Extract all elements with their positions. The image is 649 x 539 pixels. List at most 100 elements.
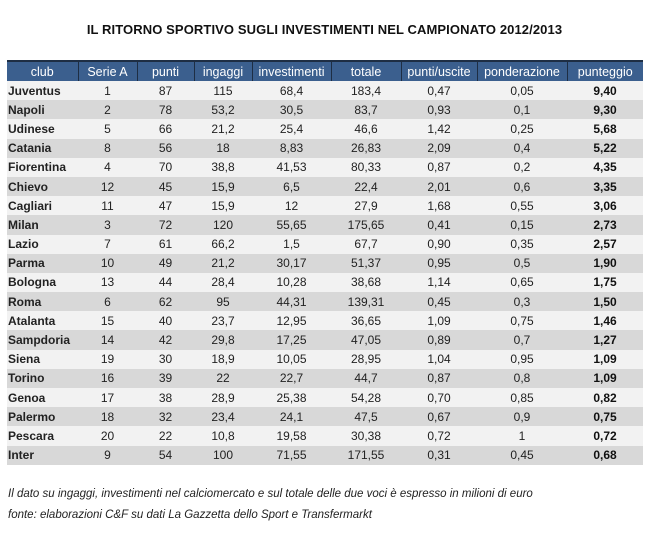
cell-investimenti: 17,25 [276,333,307,348]
cell-ingaggi: 22 [216,371,230,386]
cell-ingaggi: 29,8 [211,333,235,348]
cell-ponderazione: 0,2 [513,160,531,175]
table-title: IL RITORNO SPORTIVO SUGLI INVESTIMENTI N… [86,22,563,37]
cell-serie-a: 1 [104,83,111,98]
table-row: Sampdoria 14 42 29,8 17,25 47,05 0,89 0,7 1,27 [7,330,643,350]
cell-ponderazione: 0,25 [510,121,534,136]
cell-ingaggi: 18 [216,141,230,156]
cell-totale: 51,37 [350,256,382,271]
table-row: Inter 9 54 100 71,55 171,55 0,31 0,45 0,68 [7,445,643,465]
cell-investimenti: 6,5 [283,179,300,194]
cell-ingaggi: 15,9 [211,179,235,194]
column-header-totale: totale [330,61,401,81]
cell-punteggio: 9,40 [593,83,617,98]
cell-punteggio: 2,73 [593,217,617,232]
cell-punti-uscite: 1,09 [427,313,451,328]
cell-punti-uscite: 2,01 [427,179,451,194]
cell-punti: 78 [158,102,173,117]
cell-punti: 87 [158,83,173,98]
cell-punti: 38 [158,390,173,405]
cell-punti-uscite: 0,72 [427,428,451,443]
club-name: Cagliari [8,198,53,213]
cell-punti: 45 [158,179,173,194]
cell-totale: 26,83 [350,141,382,156]
cell-ingaggi: 10,8 [211,428,235,443]
cell-serie-a: 18 [100,409,115,424]
cell-ponderazione: 0,1 [513,102,531,117]
cell-punteggio: 5,68 [593,121,617,136]
cell-punti: 30 [158,352,173,367]
cell-punti-uscite: 1,14 [427,275,451,290]
note-source: fonte: elaborazioni C&F su dati La Gazze… [8,509,372,521]
cell-punti: 56 [158,141,173,156]
cell-punteggio: 0,72 [593,428,617,443]
cell-punteggio: 3,35 [593,179,617,194]
cell-totale: 47,05 [350,333,382,348]
cell-punteggio: 4,35 [593,160,617,175]
cell-serie-a: 3 [104,217,111,232]
club-name: Torino [8,371,45,386]
cell-investimenti: 30,5 [279,102,304,117]
cell-punteggio: 9,30 [593,102,617,117]
cell-ingaggi: 23,7 [211,313,235,328]
table-row: Pescara 20 22 10,8 19,58 30,38 0,72 1 0,72 [7,426,643,446]
cell-punti: 39 [158,371,173,386]
club-name: Pescara [8,428,55,443]
cell-ponderazione: 0,75 [510,313,534,328]
cell-ponderazione: 0,3 [513,294,531,309]
cell-totale: 22,4 [354,179,378,194]
cell-ingaggi: 95 [216,294,230,309]
cell-punteggio: 1,75 [593,275,617,290]
cell-punti: 49 [158,256,173,271]
cell-serie-a: 13 [100,275,115,290]
cell-totale: 28,95 [350,352,382,367]
cell-punti-uscite: 0,45 [427,294,451,309]
cell-investimenti: 22,7 [279,371,304,386]
cell-ingaggi: 21,2 [211,121,235,136]
cell-serie-a: 11 [101,198,114,213]
club-name: Inter [8,448,35,463]
cell-totale: 27,9 [354,198,378,213]
cell-punti: 54 [158,448,173,463]
club-name: Napoli [8,102,45,117]
column-header-club: club [7,61,78,81]
cell-ingaggi: 38,8 [211,160,235,175]
table-row: Genoa 17 38 28,9 25,38 54,28 0,70 0,85 0,82 [7,388,643,408]
cell-totale: 44,7 [354,371,378,386]
cell-investimenti: 10,28 [276,275,307,290]
cell-punti: 40 [158,313,173,328]
table-row: Roma 6 62 95 44,31 139,31 0,45 0,3 1,50 [7,292,643,312]
cell-ingaggi: 66,2 [211,237,235,252]
table-row: Atalanta 15 40 23,7 12,95 36,65 1,09 0,75 1,46 [7,311,643,331]
cell-totale: 183,4 [350,83,382,98]
cell-serie-a: 14 [100,333,115,348]
cell-ponderazione: 0,6 [513,179,531,194]
cell-serie-a: 6 [104,294,111,309]
cell-totale: 67,7 [354,237,378,252]
cell-ingaggi: 28,9 [211,390,235,405]
cell-totale: 54,28 [350,390,382,405]
cell-punti: 66 [158,121,173,136]
cell-serie-a: 16 [100,371,115,386]
cell-punti-uscite: 0,41 [427,217,451,232]
club-name: Atalanta [8,313,56,328]
cell-totale: 175,65 [347,217,385,232]
column-header-punti-uscite: punti/uscite [400,61,477,81]
cell-punti: 44 [158,275,173,290]
cell-punti: 22 [158,428,173,443]
cell-ponderazione: 0,15 [510,217,534,232]
cell-punti: 42 [158,333,173,348]
cell-investimenti: 41,53 [276,160,307,175]
club-name: Sampdoria [8,333,71,348]
table-row: Lazio 7 61 66,2 1,5 67,7 0,90 0,35 2,57 [7,234,643,254]
cell-serie-a: 20 [100,428,115,443]
club-name: Siena [8,352,41,367]
cell-punti-uscite: 1,04 [427,352,451,367]
cell-serie-a: 17 [100,390,115,405]
cell-investimenti: 68,4 [279,83,304,98]
table-row: Palermo 18 32 23,4 24,1 47,5 0,67 0,9 0,75 [7,407,643,427]
cell-totale: 80,33 [350,160,382,175]
cell-investimenti: 30,17 [276,256,307,271]
